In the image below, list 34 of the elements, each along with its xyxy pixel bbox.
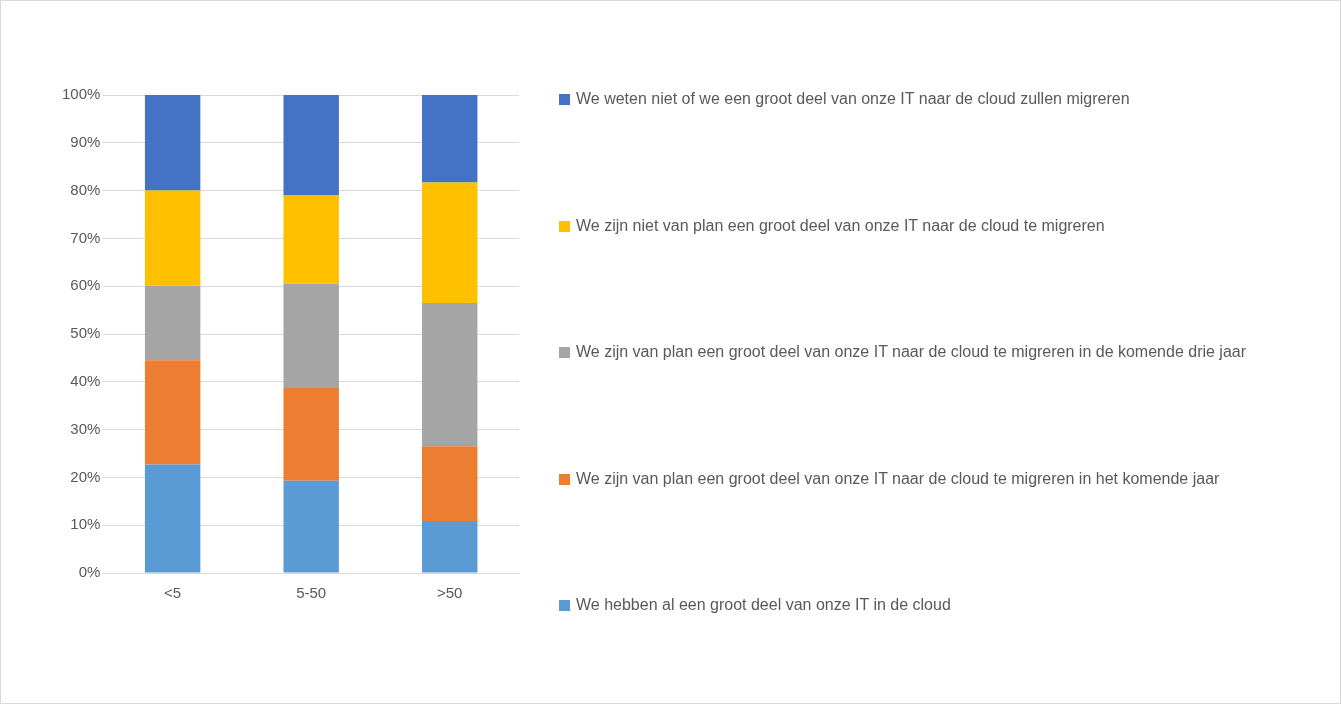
bar <box>283 283 339 389</box>
bar <box>144 360 201 465</box>
legend-label: We hebben al een groot deel van onze IT in de cloud <box>576 595 951 615</box>
bar <box>422 302 478 447</box>
y-tick-label: 30% <box>70 419 101 437</box>
y-tick-label: 40% <box>70 371 101 389</box>
y-tick-label: 80% <box>70 180 101 198</box>
bar <box>422 446 478 521</box>
legend-label: We weten niet of we een groot deel van onze IT naar de cloud zullen migreren <box>576 89 1130 109</box>
x-tick-label: 5-50 <box>296 584 327 602</box>
bar <box>144 190 201 286</box>
legend-label: We zijn van plan een groot deel van onze IT naar de cloud te migreren in de komende drie jaar <box>576 342 1247 362</box>
x-tick-label: <5 <box>164 584 182 602</box>
bar <box>144 285 201 361</box>
bar <box>422 520 478 573</box>
bar <box>422 182 478 303</box>
y-tick-label: 50% <box>70 324 101 342</box>
y-tick-label: 60% <box>70 276 101 294</box>
y-tick-label: 100% <box>61 85 101 103</box>
legend-label: We zijn van plan een groot deel van onze IT naar de cloud te migreren in het komende jaar <box>576 468 1220 489</box>
y-tick-label: 0% <box>78 563 101 581</box>
bar <box>283 195 339 284</box>
x-tick-label: >50 <box>437 584 463 602</box>
legend-label: We zijn niet van plan een groot deel van onze IT naar de cloud te migreren <box>576 215 1105 236</box>
y-tick-label: 90% <box>70 132 101 150</box>
y-tick-label: 10% <box>70 515 101 533</box>
bar <box>283 95 339 196</box>
bar <box>283 388 339 481</box>
bar <box>144 95 201 191</box>
y-tick-label: 20% <box>70 467 101 485</box>
y-tick-label: 70% <box>70 228 101 246</box>
bar <box>422 95 478 183</box>
bar <box>283 480 339 573</box>
bar <box>144 464 201 573</box>
